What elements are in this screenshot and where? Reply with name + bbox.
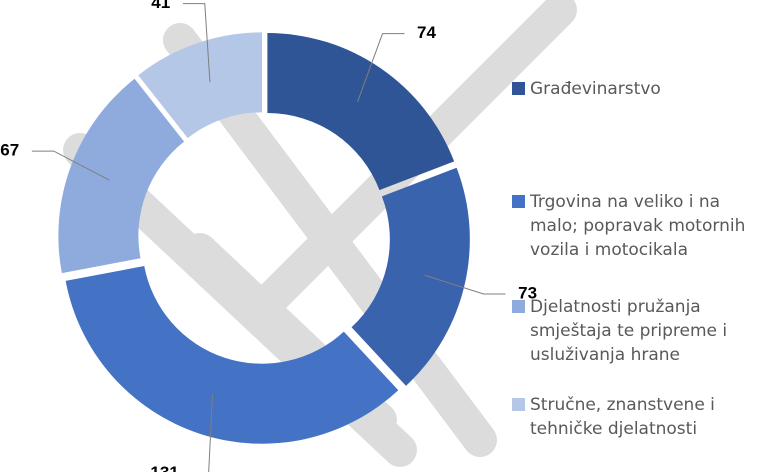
legend-label: Djelatnosti pružanja smještaja te pripre… [530,295,752,367]
legend-swatch [512,398,525,411]
legend-swatch [512,300,525,313]
legend-label: Stručne, znanstvene i tehničke djelatnos… [530,393,752,441]
legend-swatch [512,195,525,208]
value-label: 131 [150,463,178,472]
legend-label: Trgovina na veliko i na malo; popravak m… [530,190,752,262]
legend-entry: Djelatnosti pružanja smještaja te pripre… [512,295,752,367]
legend-swatch [512,82,525,95]
value-label: 41 [151,0,170,12]
legend-label: Građevinarstvo [530,77,752,101]
legend-entry: Stručne, znanstvene i tehničke djelatnos… [512,393,752,441]
legend-entry: Trgovina na veliko i na malo; popravak m… [512,190,752,262]
value-label: 67 [0,141,19,160]
legend-entry: Građevinarstvo [512,77,752,101]
value-label: 74 [417,23,436,42]
page: 74731316741 GrađevinarstvoTrgovina na ve… [0,0,757,472]
